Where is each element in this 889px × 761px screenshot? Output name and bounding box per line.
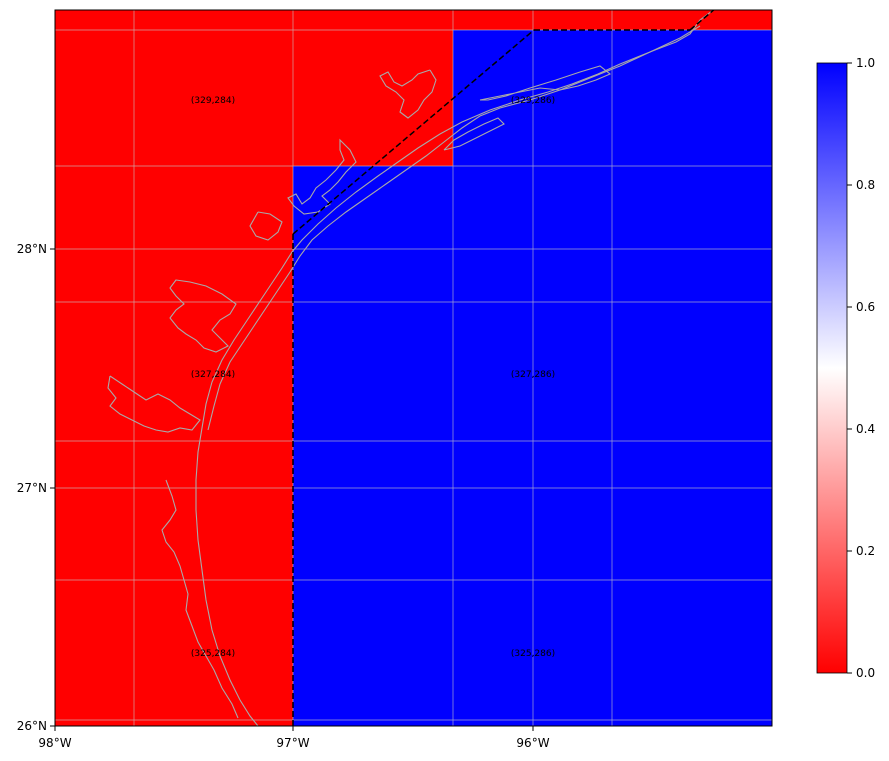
colorbar-tick-label: 0.4 [856,422,875,436]
x-tick-label: 96°W [516,736,549,750]
cell-label-325-284: (325,284) [191,649,235,659]
colorbar: 0.0 0.2 0.4 0.6 0.8 1.0 [816,56,875,680]
x-tick-label: 97°W [276,736,309,750]
x-tick-label: 98°W [38,736,71,750]
coastline [107,10,715,726]
colorbar-gradient [816,62,848,674]
colorbar-tick-label: 0.0 [856,666,875,680]
cell-label-327-284: (327,284) [191,370,235,380]
region-cell-329-286 [453,30,772,166]
y-axis: 26°N 27°N 28°N [17,242,55,733]
region-cell-329-284 [55,10,453,166]
colorbar-tick-label: 0.8 [856,178,875,192]
colorbar-tick-label: 0.2 [856,544,875,558]
region-cell-327-284 [55,166,293,726]
cell-label-327-286: (327,286) [511,370,555,380]
boundary-lines [292,10,715,726]
colorbar-tick-label: 0.6 [856,300,875,314]
cell-label-329-284: (329,284) [191,96,235,106]
gridlines [55,10,772,726]
x-axis: 98°W 97°W 96°W [38,726,550,750]
cell-label-329-286: (329,286) [511,96,555,106]
map-panel: (329,284) (329,286) (327,284) (327,286) … [55,10,772,726]
colorbar-tick-label: 1.0 [856,56,875,70]
y-tick-label: 27°N [17,481,47,495]
cell-label-325-286: (325,286) [511,649,555,659]
y-tick-label: 26°N [17,719,47,733]
y-tick-label: 28°N [17,242,47,256]
region-cell-327-286 [293,166,772,726]
map-frame [54,9,773,727]
region-cell-329-286-top [453,10,772,30]
